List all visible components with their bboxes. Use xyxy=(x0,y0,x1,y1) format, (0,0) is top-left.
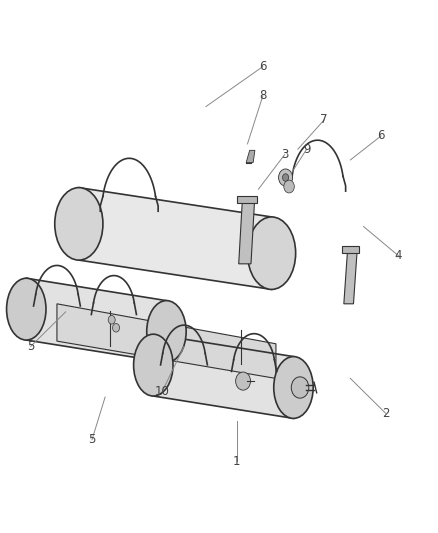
Text: 10: 10 xyxy=(155,385,170,398)
Text: 2: 2 xyxy=(381,407,389,419)
Text: 4: 4 xyxy=(395,249,403,262)
Text: 7: 7 xyxy=(320,114,328,126)
Text: 5: 5 xyxy=(27,340,34,353)
Polygon shape xyxy=(239,203,254,264)
Circle shape xyxy=(283,174,289,181)
Polygon shape xyxy=(153,334,293,418)
Circle shape xyxy=(108,316,115,324)
Polygon shape xyxy=(79,188,272,289)
Ellipse shape xyxy=(55,188,103,260)
Polygon shape xyxy=(26,278,166,362)
Ellipse shape xyxy=(7,278,46,340)
Polygon shape xyxy=(342,246,359,253)
Polygon shape xyxy=(344,253,357,304)
Polygon shape xyxy=(57,304,276,378)
Circle shape xyxy=(284,180,294,193)
Ellipse shape xyxy=(147,301,186,362)
Text: 1: 1 xyxy=(233,455,240,467)
Polygon shape xyxy=(246,150,255,163)
Polygon shape xyxy=(237,196,257,203)
Circle shape xyxy=(236,372,251,390)
Ellipse shape xyxy=(134,334,173,396)
Circle shape xyxy=(291,377,309,398)
Text: 5: 5 xyxy=(88,433,95,446)
Text: 8: 8 xyxy=(259,90,266,102)
Text: 6: 6 xyxy=(377,130,385,142)
Text: 9: 9 xyxy=(303,143,311,156)
Text: 3: 3 xyxy=(281,148,288,161)
Text: 6: 6 xyxy=(259,60,267,73)
Ellipse shape xyxy=(247,217,296,289)
Circle shape xyxy=(279,169,293,186)
Circle shape xyxy=(113,324,120,332)
Ellipse shape xyxy=(274,357,313,418)
